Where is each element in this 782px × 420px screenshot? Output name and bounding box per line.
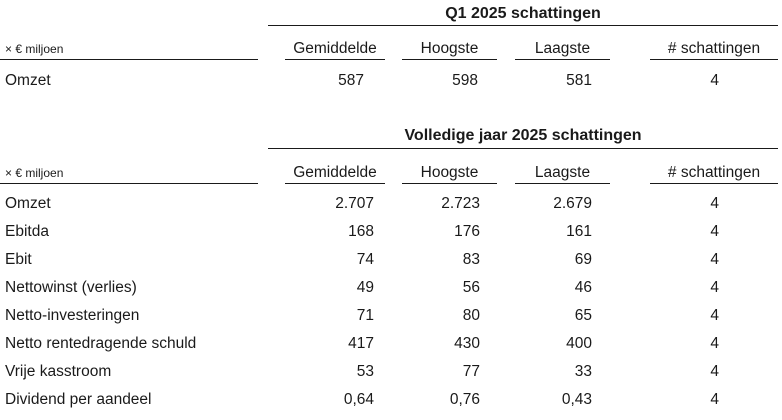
fy-rule-gemiddelde	[285, 183, 385, 184]
cell-schattingen: 4	[710, 223, 719, 240]
cell-hoogste: 56	[462, 279, 480, 296]
cell-gemiddelde: 417	[348, 335, 374, 352]
q1-rule-schattingen	[650, 59, 778, 60]
cell-gemiddelde: 71	[356, 307, 374, 324]
fy-header-schattingen: # schattingen	[667, 164, 761, 181]
fy-rule-schattingen	[650, 183, 778, 184]
cell-gemiddelde: 49	[356, 279, 374, 296]
fy-rule-hoogste	[402, 183, 497, 184]
fy-header-laagste: Laagste	[534, 164, 591, 181]
cell-hoogste: 176	[454, 223, 480, 240]
cell-schattingen: 4	[710, 195, 719, 212]
table-row: Ebit 74 83 69 4	[0, 251, 782, 279]
row-label: Netto rentedragende schuld	[5, 335, 197, 352]
fy-header-gemiddelde: Gemiddelde	[293, 164, 377, 181]
q1-header-laagste: Laagste	[534, 40, 591, 57]
cell-gemiddelde: 2.707	[335, 195, 374, 212]
fy-title: Volledige jaar 2025 schattingen	[404, 127, 642, 144]
cell-hoogste: 0,76	[449, 391, 480, 408]
row-label: Dividend per aandeel	[5, 391, 152, 408]
q1-rule-gemiddelde	[285, 59, 385, 60]
cell-laagste: 46	[574, 279, 592, 296]
table-row: Nettowinst (verlies) 49 56 46 4	[0, 279, 782, 307]
fy-label-rule	[0, 183, 258, 184]
cell-laagste: 33	[574, 363, 592, 380]
fy-units-label: × € miljoen	[5, 166, 64, 180]
row-label: Ebitda	[5, 223, 49, 240]
cell-gemiddelde: 168	[348, 223, 374, 240]
table-row: Netto-investeringen 71 80 65 4	[0, 307, 782, 335]
cell-gemiddelde: 0,64	[343, 391, 374, 408]
table-row: Dividend per aandeel 0,64 0,76 0,43 4	[0, 391, 782, 419]
cell-schattingen: 4	[710, 391, 719, 408]
cell-schattingen: 4	[710, 307, 719, 324]
q1-title: Q1 2025 schattingen	[445, 5, 601, 22]
cell-laagste: 161	[566, 223, 592, 240]
row-label: Omzet	[5, 72, 51, 89]
q1-rule-hoogste	[402, 59, 497, 60]
cell-schattingen: 4	[710, 279, 719, 296]
row-label: Nettowinst (verlies)	[5, 279, 137, 296]
cell-schattingen: 4	[710, 363, 719, 380]
q1-header-schattingen: # schattingen	[667, 40, 761, 57]
fy-title-rule	[268, 148, 778, 149]
cell-schattingen: 4	[710, 251, 719, 268]
cell-hoogste: 77	[462, 363, 480, 380]
cell-laagste: 65	[574, 307, 592, 324]
table-row: Omzet 2.707 2.723 2.679 4	[0, 195, 782, 223]
q1-units-label: × € miljoen	[5, 42, 64, 56]
table-row: Netto rentedragende schuld 417 430 400 4	[0, 335, 782, 363]
cell-schattingen: 4	[710, 72, 719, 89]
cell-laagste: 0,43	[561, 391, 592, 408]
table-row: Vrije kasstroom 53 77 33 4	[0, 363, 782, 391]
table-row: Omzet 587 598 581 4	[0, 72, 782, 100]
cell-laagste: 69	[574, 251, 592, 268]
table-row: Ebitda 168 176 161 4	[0, 223, 782, 251]
q1-header-hoogste: Hoogste	[420, 40, 479, 57]
cell-hoogste: 430	[454, 335, 480, 352]
q1-title-rule	[268, 25, 778, 26]
cell-hoogste: 2.723	[441, 195, 480, 212]
cell-gemiddelde: 587	[338, 72, 364, 89]
row-label: Vrije kasstroom	[5, 363, 112, 380]
q1-header-gemiddelde: Gemiddelde	[293, 40, 377, 57]
cell-hoogste: 598	[452, 72, 478, 89]
cell-hoogste: 83	[462, 251, 480, 268]
fy-header-hoogste: Hoogste	[420, 164, 479, 181]
cell-gemiddelde: 53	[356, 363, 374, 380]
cell-gemiddelde: 74	[356, 251, 374, 268]
fy-rule-laagste	[515, 183, 610, 184]
cell-laagste: 400	[566, 335, 592, 352]
q1-rule-laagste	[515, 59, 610, 60]
row-label: Netto-investeringen	[5, 307, 140, 324]
q1-label-rule	[0, 59, 258, 60]
cell-hoogste: 80	[462, 307, 480, 324]
row-label: Omzet	[5, 195, 51, 212]
row-label: Ebit	[5, 251, 32, 268]
cell-schattingen: 4	[710, 335, 719, 352]
cell-laagste: 581	[566, 72, 592, 89]
cell-laagste: 2.679	[553, 195, 592, 212]
